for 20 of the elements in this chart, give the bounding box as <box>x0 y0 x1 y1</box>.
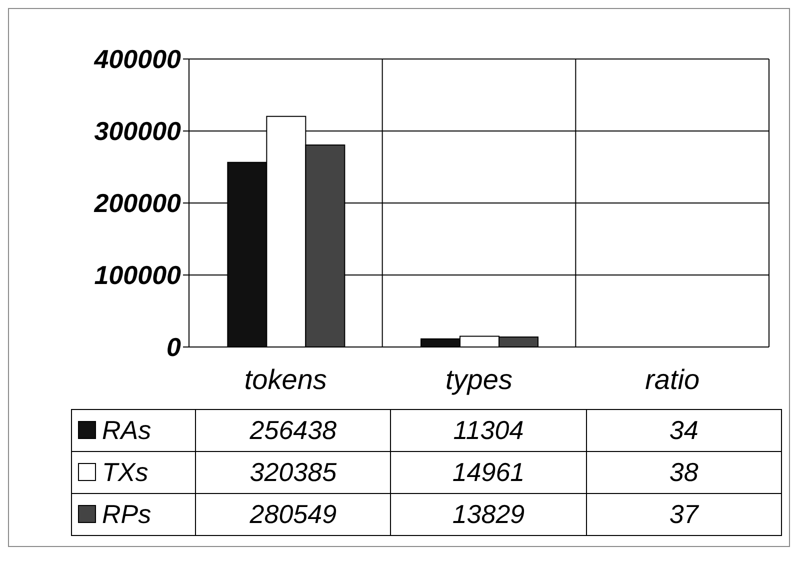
data-label: 280549 <box>196 494 391 536</box>
y-tick-label: 400000 <box>93 44 182 74</box>
data-label: 320385 <box>196 452 391 494</box>
x-tick-label: ratio <box>645 364 700 395</box>
data-label: 34 <box>586 410 782 452</box>
y-tick-label: 300000 <box>94 116 182 146</box>
data-label: 256438 <box>196 410 391 452</box>
x-tick-label: tokens <box>244 364 327 395</box>
data-label: 11304 <box>390 410 586 452</box>
data-label: 13829 <box>390 494 586 536</box>
legend-label: TXs <box>102 457 148 487</box>
data-label: 37 <box>586 494 782 536</box>
legend-label: RPs <box>102 499 152 529</box>
x-tick-label: types <box>446 364 512 395</box>
legend-label: RAs <box>102 415 152 445</box>
y-tick-label: 100000 <box>94 260 182 290</box>
y-tick-label: 200000 <box>93 188 182 218</box>
data-label: 14961 <box>390 452 586 494</box>
y-tick-label: 0 <box>166 332 182 362</box>
data-label: 38 <box>586 452 782 494</box>
